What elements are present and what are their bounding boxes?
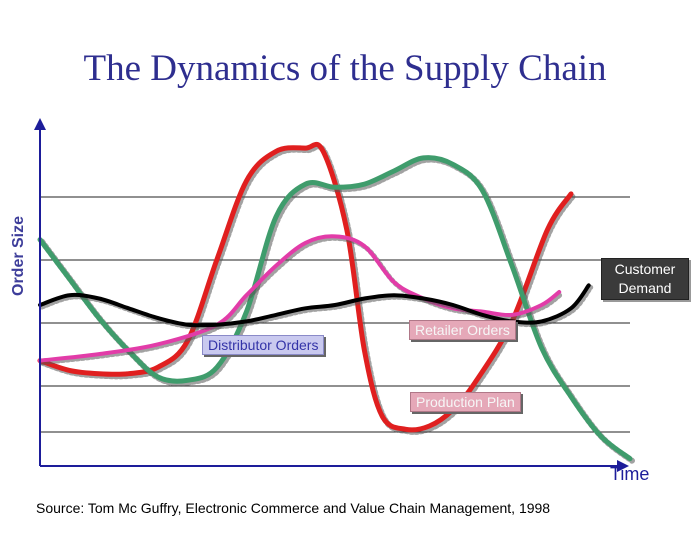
source-note: Source: Tom Mc Guffry, Electronic Commer… [36, 500, 551, 516]
annotation-retailer-orders: Retailer Orders [409, 320, 516, 340]
series-layer [37, 141, 635, 464]
x-axis-label: Time [610, 464, 650, 484]
annotation-customer-demand: Customer Demand [601, 258, 689, 300]
gridlines [40, 196, 630, 433]
annotation-distributor-orders: Distributor Orders [202, 335, 325, 355]
series-line-retailer-orders [38, 234, 562, 363]
chart-title: The Dynamics of the Supply Chain [83, 48, 607, 89]
annotation-production-plan: Production Plan [410, 392, 521, 412]
annotation-customer-demand-text: Customer Demand [614, 261, 676, 296]
